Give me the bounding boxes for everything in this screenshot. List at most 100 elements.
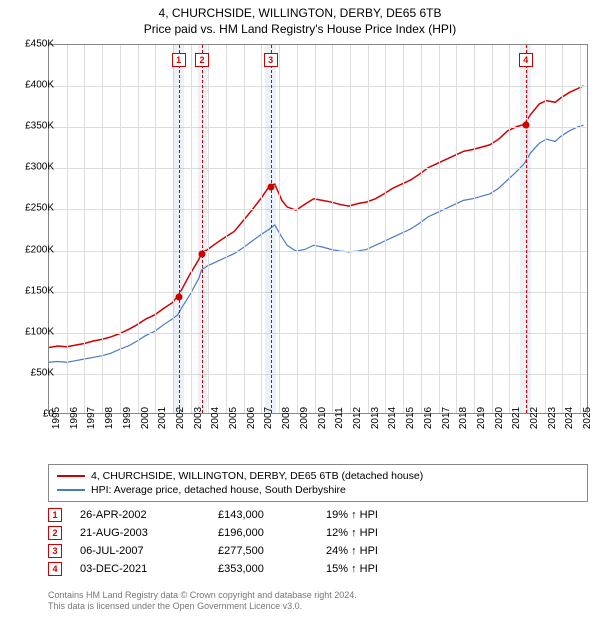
marker-dot-3 <box>267 183 274 190</box>
x-axis-label: 2007 <box>263 407 274 429</box>
marker-box-3: 3 <box>264 53 278 67</box>
transaction-date: 21-AUG-2003 <box>80 527 200 539</box>
legend-swatch-hpi <box>57 489 85 491</box>
chart-title-subtitle: Price paid vs. HM Land Registry's House … <box>0 22 600 36</box>
legend-label-hpi: HPI: Average price, detached house, Sout… <box>91 484 346 496</box>
marker-vline <box>179 45 180 413</box>
x-axis-label: 2010 <box>317 407 328 429</box>
hgrid-line <box>49 333 587 334</box>
vgrid-line <box>226 45 227 413</box>
marker-dot-2 <box>198 250 205 257</box>
y-axis-label: £200K <box>10 244 54 255</box>
x-axis-label: 2017 <box>441 407 452 429</box>
vgrid-line <box>580 45 581 413</box>
chart-title-address: 4, CHURCHSIDE, WILLINGTON, DERBY, DE65 6… <box>0 6 600 20</box>
x-axis-label: 2014 <box>387 407 398 429</box>
vgrid-line <box>474 45 475 413</box>
vgrid-line <box>562 45 563 413</box>
transaction-date: 06-JUL-2007 <box>80 545 200 557</box>
marker-dot-4 <box>522 121 529 128</box>
transaction-marker-box: 2 <box>48 526 62 540</box>
hgrid-line <box>49 374 587 375</box>
x-axis-label: 2011 <box>334 407 345 429</box>
legend-label-property: 4, CHURCHSIDE, WILLINGTON, DERBY, DE65 6… <box>91 470 423 482</box>
marker-vline <box>526 45 527 413</box>
y-axis-label: £350K <box>10 121 54 132</box>
vgrid-line <box>385 45 386 413</box>
footer-line2: This data is licensed under the Open Gov… <box>48 601 357 612</box>
vgrid-line <box>332 45 333 413</box>
y-axis-label: £100K <box>10 326 54 337</box>
x-axis-label: 2015 <box>405 407 416 429</box>
x-axis-label: 2000 <box>140 407 151 429</box>
transaction-date: 26-APR-2002 <box>80 509 200 521</box>
transaction-diff: 12% ↑ HPI <box>326 527 446 539</box>
marker-vline <box>202 45 203 413</box>
x-axis-label: 2002 <box>175 407 186 429</box>
vgrid-line <box>509 45 510 413</box>
hgrid-line <box>49 209 587 210</box>
footer-line1: Contains HM Land Registry data © Crown c… <box>48 590 357 601</box>
hgrid-line <box>49 251 587 252</box>
x-axis-label: 2022 <box>529 407 540 429</box>
transaction-price: £143,000 <box>218 509 308 521</box>
y-axis-label: £300K <box>10 162 54 173</box>
transaction-row: 2 21-AUG-2003 £196,000 12% ↑ HPI <box>48 524 588 542</box>
vgrid-line <box>279 45 280 413</box>
vgrid-line <box>545 45 546 413</box>
x-axis-label: 1996 <box>69 407 80 429</box>
marker-dot-1 <box>175 294 182 301</box>
vgrid-line <box>102 45 103 413</box>
footer-attribution: Contains HM Land Registry data © Crown c… <box>48 590 357 613</box>
hgrid-line <box>49 86 587 87</box>
vgrid-line <box>191 45 192 413</box>
legend-box: 4, CHURCHSIDE, WILLINGTON, DERBY, DE65 6… <box>48 464 588 502</box>
y-axis-label: £50K <box>10 367 54 378</box>
transaction-diff: 24% ↑ HPI <box>326 545 446 557</box>
transaction-date: 03-DEC-2021 <box>80 563 200 575</box>
transaction-price: £353,000 <box>218 563 308 575</box>
x-axis-label: 2023 <box>547 407 558 429</box>
y-axis-label: £400K <box>10 80 54 91</box>
x-axis-label: 1998 <box>104 407 115 429</box>
marker-box-2: 2 <box>195 53 209 67</box>
transaction-price: £196,000 <box>218 527 308 539</box>
vgrid-line <box>315 45 316 413</box>
transaction-marker-box: 4 <box>48 562 62 576</box>
chart-lines-svg <box>49 45 587 413</box>
x-axis-label: 2018 <box>458 407 469 429</box>
marker-vline <box>271 45 272 413</box>
transaction-row: 126-APR-2002£143,00019% ↑ HPI <box>48 506 588 524</box>
marker-box-1: 1 <box>172 53 186 67</box>
transaction-diff: 15% ↑ HPI <box>326 563 446 575</box>
vgrid-line <box>261 45 262 413</box>
transaction-marker-box: 1 <box>48 508 62 522</box>
vgrid-line <box>67 45 68 413</box>
vgrid-line <box>120 45 121 413</box>
x-axis-label: 2008 <box>281 407 292 429</box>
vgrid-line <box>155 45 156 413</box>
series-line-property <box>49 86 584 348</box>
vgrid-line <box>244 45 245 413</box>
vgrid-line <box>456 45 457 413</box>
x-axis-label: 2013 <box>370 407 381 429</box>
hgrid-line <box>49 168 587 169</box>
vgrid-line <box>368 45 369 413</box>
hgrid-line <box>49 292 587 293</box>
y-axis-label: £450K <box>10 39 54 50</box>
x-axis-label: 2006 <box>246 407 257 429</box>
legend-row-hpi: HPI: Average price, detached house, Sout… <box>57 483 579 497</box>
x-axis-label: 2009 <box>299 407 310 429</box>
hgrid-line <box>49 127 587 128</box>
transactions-table: 126-APR-2002£143,00019% ↑ HPI221-AUG-200… <box>48 506 588 578</box>
vgrid-line <box>439 45 440 413</box>
x-axis-label: 2003 <box>193 407 204 429</box>
vgrid-line <box>421 45 422 413</box>
transaction-price: £277,500 <box>218 545 308 557</box>
x-axis-label: 2005 <box>228 407 239 429</box>
transaction-marker-box: 3 <box>48 544 62 558</box>
transaction-row: 4 03-DEC-2021 £353,000 15% ↑ HPI <box>48 560 588 578</box>
series-line-hpi <box>49 125 584 362</box>
vgrid-line <box>297 45 298 413</box>
vgrid-line <box>208 45 209 413</box>
